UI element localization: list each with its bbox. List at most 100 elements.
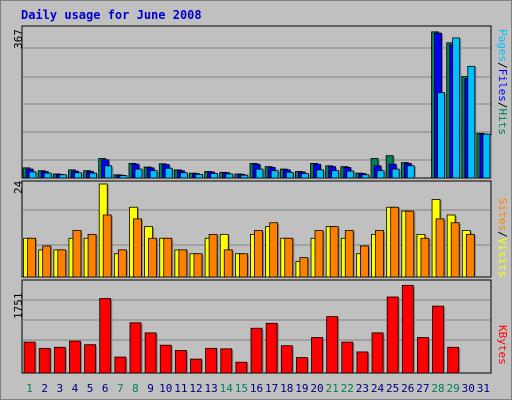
x-tick-label: 4	[72, 382, 79, 395]
bar-sites	[435, 218, 445, 278]
x-tick-label: 6	[102, 382, 109, 395]
x-tick-label: 16	[250, 382, 263, 395]
bar-sites	[254, 230, 263, 278]
x-tick-label: 5	[87, 382, 94, 395]
bar-sites	[269, 222, 279, 278]
bar-pages	[195, 173, 203, 179]
bar-sites	[405, 210, 415, 278]
bar-pages	[225, 173, 234, 179]
bar-pages	[346, 170, 355, 179]
bar-sites	[390, 206, 400, 278]
bar-pages	[240, 174, 249, 179]
bar-sites	[193, 253, 203, 278]
bar-kbytes	[144, 332, 157, 374]
bar-pages	[285, 171, 294, 179]
bar-kbytes	[311, 337, 323, 374]
bar-sites	[314, 230, 324, 278]
x-tick-label: 19	[295, 382, 308, 395]
bar-kbytes	[371, 332, 384, 374]
bar-sites	[329, 226, 339, 278]
bar-kbytes	[235, 361, 248, 374]
bar-sites	[465, 233, 475, 278]
bar-sites	[284, 237, 294, 278]
bar-pages	[164, 167, 173, 179]
bar-pages	[134, 168, 143, 179]
bar-kbytes	[326, 316, 339, 374]
x-tick-label: 26	[401, 382, 414, 395]
bar-kbytes	[341, 341, 354, 374]
bar-kbytes	[129, 322, 142, 374]
bar-pages	[89, 172, 97, 179]
bar-sites	[117, 249, 127, 278]
bar-sites	[375, 230, 384, 278]
bar-kbytes	[295, 357, 308, 374]
bar-sites	[223, 249, 233, 278]
x-tick-label: 29	[447, 382, 460, 395]
bar-kbytes	[432, 305, 444, 374]
bar-kbytes	[220, 348, 233, 374]
x-tick-label: 31	[477, 382, 490, 395]
bar-sites	[102, 214, 112, 278]
x-tick-label: 10	[159, 382, 172, 395]
bar-pages	[179, 172, 188, 179]
bar-sites	[42, 245, 52, 278]
bar-pages	[482, 133, 491, 179]
bar-kbytes	[386, 296, 399, 374]
bar-sites	[450, 222, 460, 278]
bar-pages	[149, 170, 158, 179]
bar-sites	[163, 237, 173, 278]
bar-pages	[43, 172, 52, 179]
bar-pages	[376, 170, 385, 179]
x-tick-label: 8	[132, 382, 139, 395]
bar-pages	[104, 165, 113, 179]
bar-sites	[27, 237, 36, 278]
x-tick-label: 24	[371, 382, 385, 395]
x-tick-label: 27	[416, 382, 429, 395]
x-tick-label: 22	[341, 382, 354, 395]
bar-kbytes	[205, 347, 218, 374]
bar-pages	[119, 175, 128, 179]
bar-sites	[133, 218, 142, 278]
x-tick-label: 2	[41, 382, 48, 395]
x-tick-label: 23	[356, 382, 369, 395]
x-tick-label: 14	[220, 382, 234, 395]
x-tick-label: 30	[462, 382, 475, 395]
bar-kbytes	[84, 344, 96, 374]
bar-kbytes	[53, 346, 66, 374]
bar-kbytes	[190, 358, 202, 374]
bar-kbytes	[401, 284, 414, 374]
bar-pages	[437, 92, 445, 179]
bar-pages	[28, 171, 37, 179]
bar-pages	[255, 168, 264, 179]
bar-kbytes	[174, 349, 187, 374]
bar-sites	[72, 230, 82, 278]
x-tick-label: 15	[235, 382, 248, 395]
bar-sites	[344, 230, 354, 278]
bar-sites	[208, 233, 218, 278]
x-tick-label: 25	[386, 382, 399, 395]
bar-sites	[57, 249, 67, 278]
bar-kbytes	[447, 346, 460, 374]
bar-pages	[361, 174, 370, 179]
bar-kbytes	[69, 340, 81, 374]
x-tick-label: 3	[57, 382, 64, 395]
x-tick-label: 12	[189, 382, 202, 395]
chart-title: Daily usage for June 2008	[21, 8, 202, 22]
panel-0-frame	[21, 25, 492, 179]
bar-sites	[87, 233, 97, 278]
bar-kbytes	[356, 351, 369, 374]
x-tick-label: 17	[265, 382, 278, 395]
x-tick-label: 13	[204, 382, 217, 395]
bar-kbytes	[159, 344, 172, 374]
x-tick-label: 18	[280, 382, 293, 395]
bar-sites	[148, 237, 157, 278]
bar-sites	[238, 253, 248, 278]
x-tick-label: 21	[326, 382, 339, 395]
bar-pages	[300, 173, 309, 179]
bar-pages	[316, 169, 324, 179]
bar-pages	[58, 174, 67, 179]
bar-sites	[360, 245, 369, 278]
bar-pages	[74, 172, 82, 179]
bar-kbytes	[23, 341, 36, 374]
